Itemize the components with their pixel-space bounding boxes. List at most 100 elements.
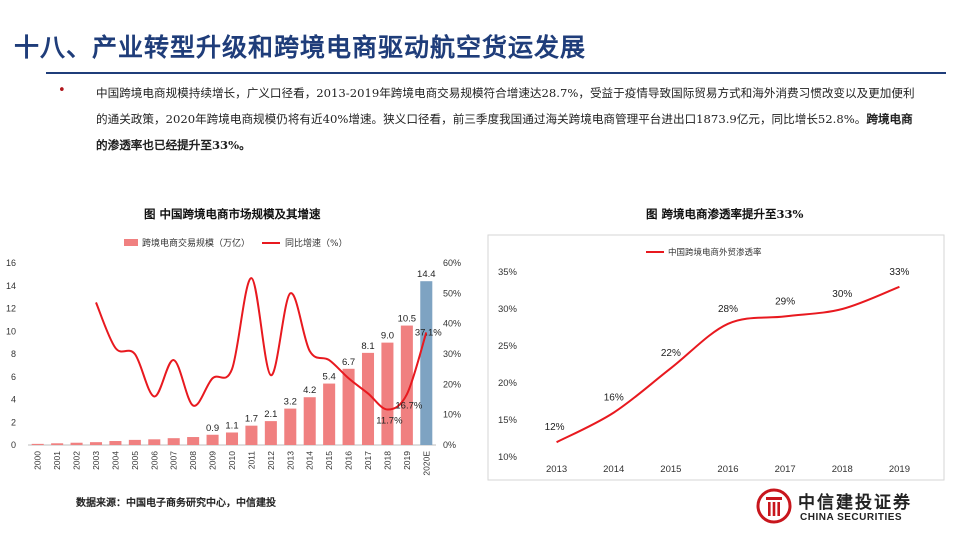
bar — [342, 368, 355, 445]
point-value-label: 33% — [889, 267, 909, 278]
bar-value-label: 6.7 — [342, 357, 355, 368]
x-tick-label: 2019 — [889, 464, 910, 475]
x-tick-label: 2001 — [52, 451, 62, 470]
bar — [245, 425, 258, 445]
growth-value-label: 16.7% — [395, 400, 422, 411]
bar-value-label: 9.0 — [381, 331, 394, 342]
bar — [167, 438, 180, 445]
y-tick-label: 4 — [11, 395, 16, 405]
bar — [420, 281, 433, 445]
y-tick-label: 2 — [11, 417, 16, 427]
bar-value-label: 8.1 — [361, 341, 374, 352]
bar — [70, 442, 83, 445]
bar — [148, 439, 161, 445]
bar — [128, 439, 141, 445]
legend-label-line: 中国跨境电商外贸渗透率 — [668, 247, 762, 258]
x-tick-label: 2016 — [717, 464, 738, 475]
x-tick-label: 2004 — [110, 451, 120, 470]
x-tick-label: 2009 — [208, 451, 218, 470]
x-tick-label: 2007 — [169, 451, 179, 470]
x-tick-label: 2018 — [382, 451, 392, 470]
y-tick-label: 15% — [498, 415, 518, 426]
y2-tick-label: 10% — [443, 410, 461, 420]
bar — [264, 421, 277, 445]
x-tick-label: 2017 — [363, 451, 373, 470]
y-tick-label: 8 — [11, 349, 16, 359]
growth-value-label: 11.7% — [376, 416, 403, 427]
logo-text-en: CHINA SECURITIES — [800, 512, 903, 523]
y2-tick-label: 0% — [443, 440, 456, 450]
x-tick-label: 2016 — [344, 451, 354, 470]
company-logo: 中信建投证券 CHINA SECURITIES — [756, 488, 946, 528]
bar-value-label: 2.1 — [264, 409, 277, 420]
x-tick-label: 2014 — [305, 451, 315, 470]
y-tick-label: 0 — [11, 440, 16, 450]
y2-tick-label: 60% — [443, 258, 461, 268]
legend-swatch-bar — [124, 239, 138, 246]
bar — [225, 432, 239, 445]
y2-tick-label: 20% — [443, 379, 461, 389]
y-tick-label: 25% — [498, 341, 518, 352]
bar — [400, 325, 413, 445]
y-tick-label: 20% — [498, 378, 518, 389]
x-tick-label: 2013 — [546, 464, 567, 475]
market-size-chart-title: 图 中国跨境电商市场规模及其增速 — [144, 207, 321, 221]
x-tick-label: 2011 — [246, 451, 256, 470]
bar — [89, 442, 103, 445]
y-tick-label: 6 — [11, 372, 16, 382]
market-size-chart: 0 2 4 6 8 10 12 14 16 0% 10% 20% 30% 40% 50% 60% 2000 200… — [6, 237, 461, 476]
bar-value-label: 5.4 — [323, 372, 336, 383]
summary-text: 中国跨境电商规模持续增长，广义口径看，2013-2019年跨境电商交易规模符合增… — [96, 86, 915, 126]
x-tick-label: 2013 — [285, 451, 295, 470]
x-tick-label: 2005 — [130, 451, 140, 470]
logo-text-cn: 中信建投证券 — [798, 493, 912, 513]
x-tick-label: 2015 — [660, 464, 681, 475]
bar — [206, 434, 219, 445]
bar — [381, 342, 394, 445]
x-tick-label: 2010 — [227, 451, 237, 470]
y-tick-label: 10% — [498, 452, 518, 463]
bar — [187, 437, 200, 445]
bar — [109, 441, 122, 445]
penetration-chart-title: 图 跨境电商渗透率提升至33% — [646, 207, 804, 221]
x-tick-label: 2000 — [33, 451, 43, 470]
title-divider — [46, 72, 946, 74]
x-tick-label: 2003 — [91, 451, 101, 470]
summary-paragraph: 中国跨境电商规模持续增长，广义口径看，2013-2019年跨境电商交易规模符合增… — [96, 80, 922, 158]
x-tick-label: 2002 — [72, 451, 82, 470]
bar-value-label: 4.2 — [303, 385, 316, 396]
growth-rate-line — [95, 277, 428, 411]
point-value-label: 30% — [832, 289, 852, 300]
point-value-label: 22% — [661, 348, 681, 359]
x-tick-label: 2014 — [603, 464, 624, 475]
y-tick-label: 30% — [498, 304, 518, 315]
logo-emblem-icon — [756, 488, 792, 524]
penetration-chart: 10% 15% 20% 25% 30% 35% 2013 2014 2015 2016 2017 20… — [487, 234, 945, 481]
bullet-icon: • — [58, 83, 66, 98]
bar-value-label: 14.4 — [417, 269, 436, 280]
x-tick-label: 2017 — [775, 464, 796, 475]
y-tick-label: 12 — [6, 304, 16, 314]
penetration-line — [556, 285, 900, 444]
summary-highlight: 跨境电商的渗透率也已经提升至33%。 — [96, 112, 913, 152]
bar — [51, 443, 64, 445]
point-value-label: 29% — [775, 296, 795, 307]
x-tick-label: 2012 — [266, 451, 276, 470]
point-value-label: 12% — [545, 422, 565, 433]
x-tick-label: 2015 — [324, 451, 334, 470]
bar-value-label: 0.9 — [206, 423, 219, 434]
x-tick-label: 2008 — [188, 451, 198, 470]
legend-label-line: 同比增速（%） — [285, 237, 348, 249]
y2-tick-label: 50% — [443, 288, 461, 298]
y2-tick-label: 40% — [443, 319, 461, 329]
y2-tick-label: 30% — [443, 349, 461, 359]
bar — [361, 352, 375, 445]
x-tick-label: 2019 — [402, 451, 412, 470]
legend-label-bar: 跨境电商交易规模（万亿） — [142, 237, 250, 249]
point-value-label: 28% — [718, 304, 738, 315]
bar — [303, 397, 316, 445]
bar-value-label: 3.2 — [284, 397, 297, 408]
y-tick-label: 35% — [498, 267, 518, 278]
data-source-note: 数据来源：中国电子商务研究中心，中信建投 — [76, 498, 276, 509]
